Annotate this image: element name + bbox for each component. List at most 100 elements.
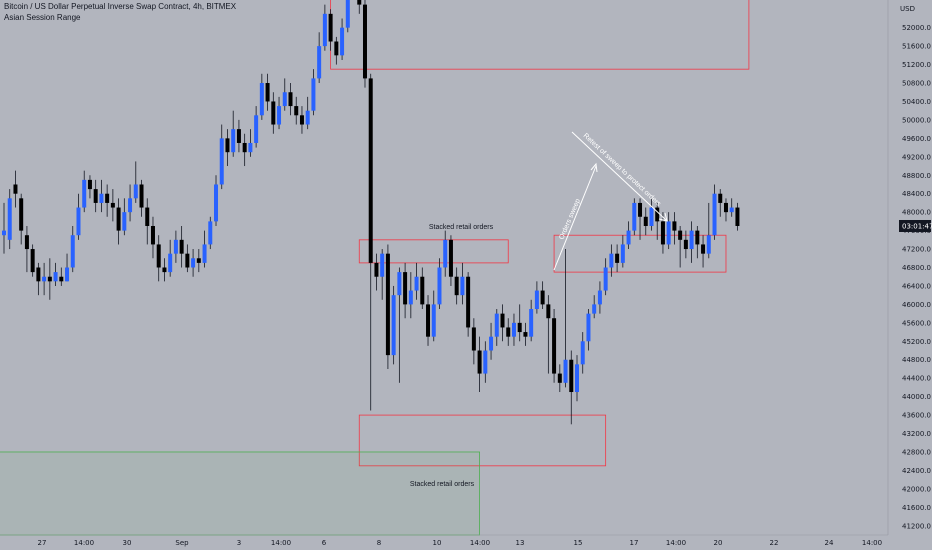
time-tick-label: 14:00	[862, 539, 882, 547]
candle-body	[626, 230, 631, 245]
candle-body	[128, 198, 133, 213]
candle-body	[420, 276, 425, 305]
candle-body	[603, 267, 608, 291]
time-tick-label: 3	[237, 539, 241, 547]
candle-body	[552, 318, 557, 374]
time-tick-label: Sep	[175, 539, 189, 547]
candle-body	[580, 341, 585, 365]
time-tick-label: 24	[825, 539, 834, 547]
candle-body	[19, 198, 24, 231]
price-tick-label: 46000.0	[902, 301, 931, 309]
candle-body	[87, 179, 92, 190]
candle-body	[712, 193, 717, 236]
candle-body	[683, 239, 688, 250]
candle-body	[317, 46, 322, 79]
candle-body	[122, 212, 127, 231]
candle-body	[70, 235, 75, 268]
candle-body	[534, 290, 539, 310]
candle-body	[523, 332, 528, 337]
candle-body	[723, 202, 728, 213]
chart-title[interactable]: Bitcoin / US Dollar Perpetual Inverse Sw…	[4, 2, 237, 11]
candle-body	[483, 350, 488, 374]
candle-body	[597, 290, 602, 305]
candle-body	[156, 244, 161, 268]
time-tick-label: 14:00	[470, 539, 490, 547]
price-tick-label: 47200.0	[902, 246, 931, 254]
zone-box-0	[330, 0, 750, 70]
candle-body	[185, 253, 190, 268]
sweep-label: Orders sweep	[558, 198, 582, 241]
time-tick-label: 14:00	[271, 539, 291, 547]
candle-body	[638, 202, 643, 217]
candle-body	[299, 115, 304, 125]
candle-body	[145, 207, 150, 226]
countdown-label: 03:01:47	[902, 222, 932, 230]
candle-body	[368, 78, 373, 263]
candle-body	[133, 184, 138, 199]
price-tick-label: 42800.0	[902, 448, 931, 456]
candlesticks	[2, 0, 740, 425]
candle-body	[632, 202, 637, 231]
time-tick-label: 17	[630, 539, 639, 547]
time-tick-label: 22	[770, 539, 779, 547]
price-tick-label: 43200.0	[902, 430, 931, 438]
price-tick-label: 48800.0	[902, 172, 931, 180]
time-tick-label: 15	[574, 539, 583, 547]
price-tick-label: 42000.0	[902, 485, 931, 493]
price-tick-label: 48400.0	[902, 190, 931, 198]
candle-body	[466, 276, 471, 328]
candle-body	[202, 244, 207, 263]
price-tick-label: 41600.0	[902, 504, 931, 512]
candle-body	[666, 221, 671, 245]
zone-lower-label: Stacked retail orders	[410, 481, 475, 488]
candle-body	[225, 138, 230, 153]
retest-label: Retest of sweep to protect orders	[582, 132, 663, 208]
candle-body	[592, 304, 597, 314]
candle-body	[7, 198, 12, 240]
candle-body	[36, 267, 41, 282]
candle-body	[540, 290, 545, 305]
price-tick-label: 43600.0	[902, 412, 931, 420]
candle-body	[443, 239, 448, 268]
candle-body	[277, 106, 282, 125]
time-tick-label: 13	[516, 539, 525, 547]
candle-body	[511, 322, 516, 337]
candle-body	[695, 230, 700, 245]
candle-body	[385, 253, 390, 356]
candle-body	[494, 313, 499, 337]
candle-body	[99, 193, 104, 203]
candle-body	[471, 327, 476, 351]
time-tick-label: 20	[714, 539, 723, 547]
time-tick-label: 8	[377, 539, 381, 547]
price-tick-label: 45600.0	[902, 319, 931, 327]
candle-body	[506, 327, 511, 337]
candle-body	[196, 258, 201, 263]
candle-body	[615, 253, 620, 263]
candle-body	[735, 207, 740, 226]
candle-body	[219, 138, 224, 185]
retest-arrow	[571, 131, 667, 221]
candle-body	[529, 309, 534, 337]
candle-body	[82, 179, 87, 208]
price-tick-label: 50400.0	[902, 98, 931, 106]
candle-body	[259, 83, 264, 116]
zone-box-1	[358, 239, 509, 264]
candle-body	[609, 253, 614, 268]
candle-body	[643, 216, 648, 226]
candle-body	[162, 267, 167, 273]
candle-body	[546, 304, 551, 319]
candle-body	[47, 276, 52, 282]
price-tick-label: 44000.0	[902, 393, 931, 401]
candle-body	[322, 13, 327, 47]
indicator-label[interactable]: Asian Session Range	[4, 13, 81, 22]
zone-box-2	[553, 234, 727, 273]
time-tick-label: 14:00	[666, 539, 686, 547]
price-tick-label: 46800.0	[902, 264, 931, 272]
candle-body	[139, 184, 144, 208]
candle-body	[65, 267, 70, 282]
candle-body	[517, 322, 522, 333]
zone-box-3	[358, 414, 607, 467]
candle-body	[477, 350, 482, 374]
time-tick-label: 27	[38, 539, 47, 547]
